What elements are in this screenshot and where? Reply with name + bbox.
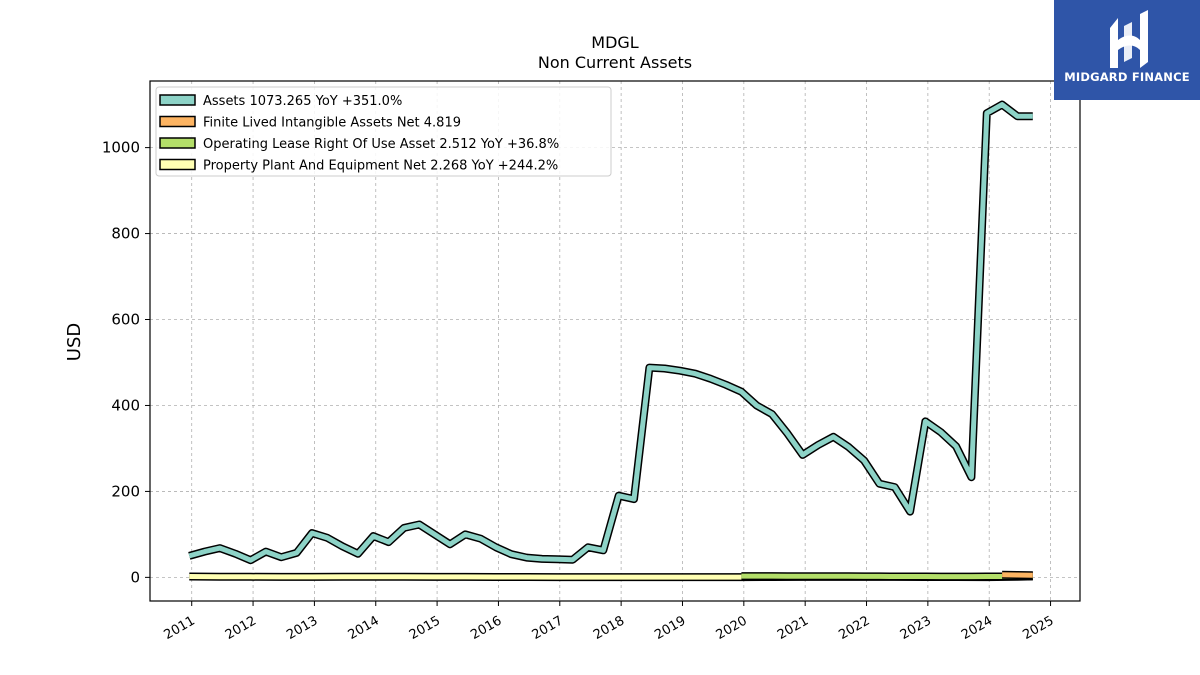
y-tick-label: 0 <box>130 568 140 586</box>
legend-swatch <box>159 158 196 171</box>
series-lines <box>188 100 1033 582</box>
midgard-finance-logo: MIDGARD FINANCE <box>1054 0 1200 100</box>
y-tick-label: 400 <box>111 396 140 414</box>
chart-subtitle: Non Current Assets <box>538 53 692 72</box>
y-axis-label: USD <box>64 323 85 361</box>
midgard-logo-icon <box>1110 10 1148 68</box>
x-tick-label: 2024 <box>959 613 995 643</box>
legend: Assets 1073.265 YoY +351.0% Finite Lived … <box>155 86 612 177</box>
series-0 <box>188 100 1033 565</box>
legend-box <box>155 86 612 177</box>
x-tick-label: 2018 <box>591 613 627 643</box>
legend-label: Operating Lease Right Of Use Asset 2.512… <box>203 137 559 152</box>
x-tick-label: 2012 <box>223 613 259 643</box>
x-tick-label: 2020 <box>714 613 750 643</box>
x-tick-label: 2016 <box>468 613 504 643</box>
legend-swatch <box>159 115 196 128</box>
chart-title: MDGL <box>591 33 639 52</box>
y-tick-label: 1000 <box>102 139 140 157</box>
x-tick-label: 2017 <box>530 613 566 643</box>
plot-frame <box>149 80 1081 602</box>
series-line <box>188 102 1033 563</box>
brand-name: MIDGARD FINANCE <box>1064 70 1190 84</box>
legend-label: Property Plant And Equipment Net 2.268 Y… <box>203 159 558 174</box>
x-tick-label: 2014 <box>346 613 382 643</box>
x-tick-label: 2011 <box>162 613 198 643</box>
y-tick-label: 200 <box>111 482 140 500</box>
legend-swatch <box>159 94 196 106</box>
y-tick-label: 800 <box>111 225 140 243</box>
legend-label: Assets 1073.265 YoY +351.0% <box>203 94 402 109</box>
legend-label: Finite Lived Intangible Assets Net 4.819 <box>203 116 461 131</box>
x-tick-label: 2013 <box>284 613 320 643</box>
y-tick-label: 600 <box>111 311 140 329</box>
series-line <box>1002 572 1033 578</box>
series-1 <box>1002 570 1033 580</box>
legend-swatch <box>159 137 196 149</box>
y-axis-ticks: 0 200 400 600 800 1000 <box>102 139 150 586</box>
series-line <box>741 573 1033 580</box>
x-tick-label: 2025 <box>1020 613 1056 643</box>
x-tick-label: 2021 <box>775 613 811 643</box>
series-2 <box>741 572 1033 581</box>
x-tick-label: 2015 <box>407 613 443 643</box>
x-tick-label: 2022 <box>836 613 872 643</box>
x-tick-label: 2019 <box>652 613 688 643</box>
x-tick-label: 2023 <box>898 613 934 643</box>
x-axis-ticks: 2011 2012 2013 2014 2015 2016 2017 2018 2019 2020… <box>162 601 1057 643</box>
